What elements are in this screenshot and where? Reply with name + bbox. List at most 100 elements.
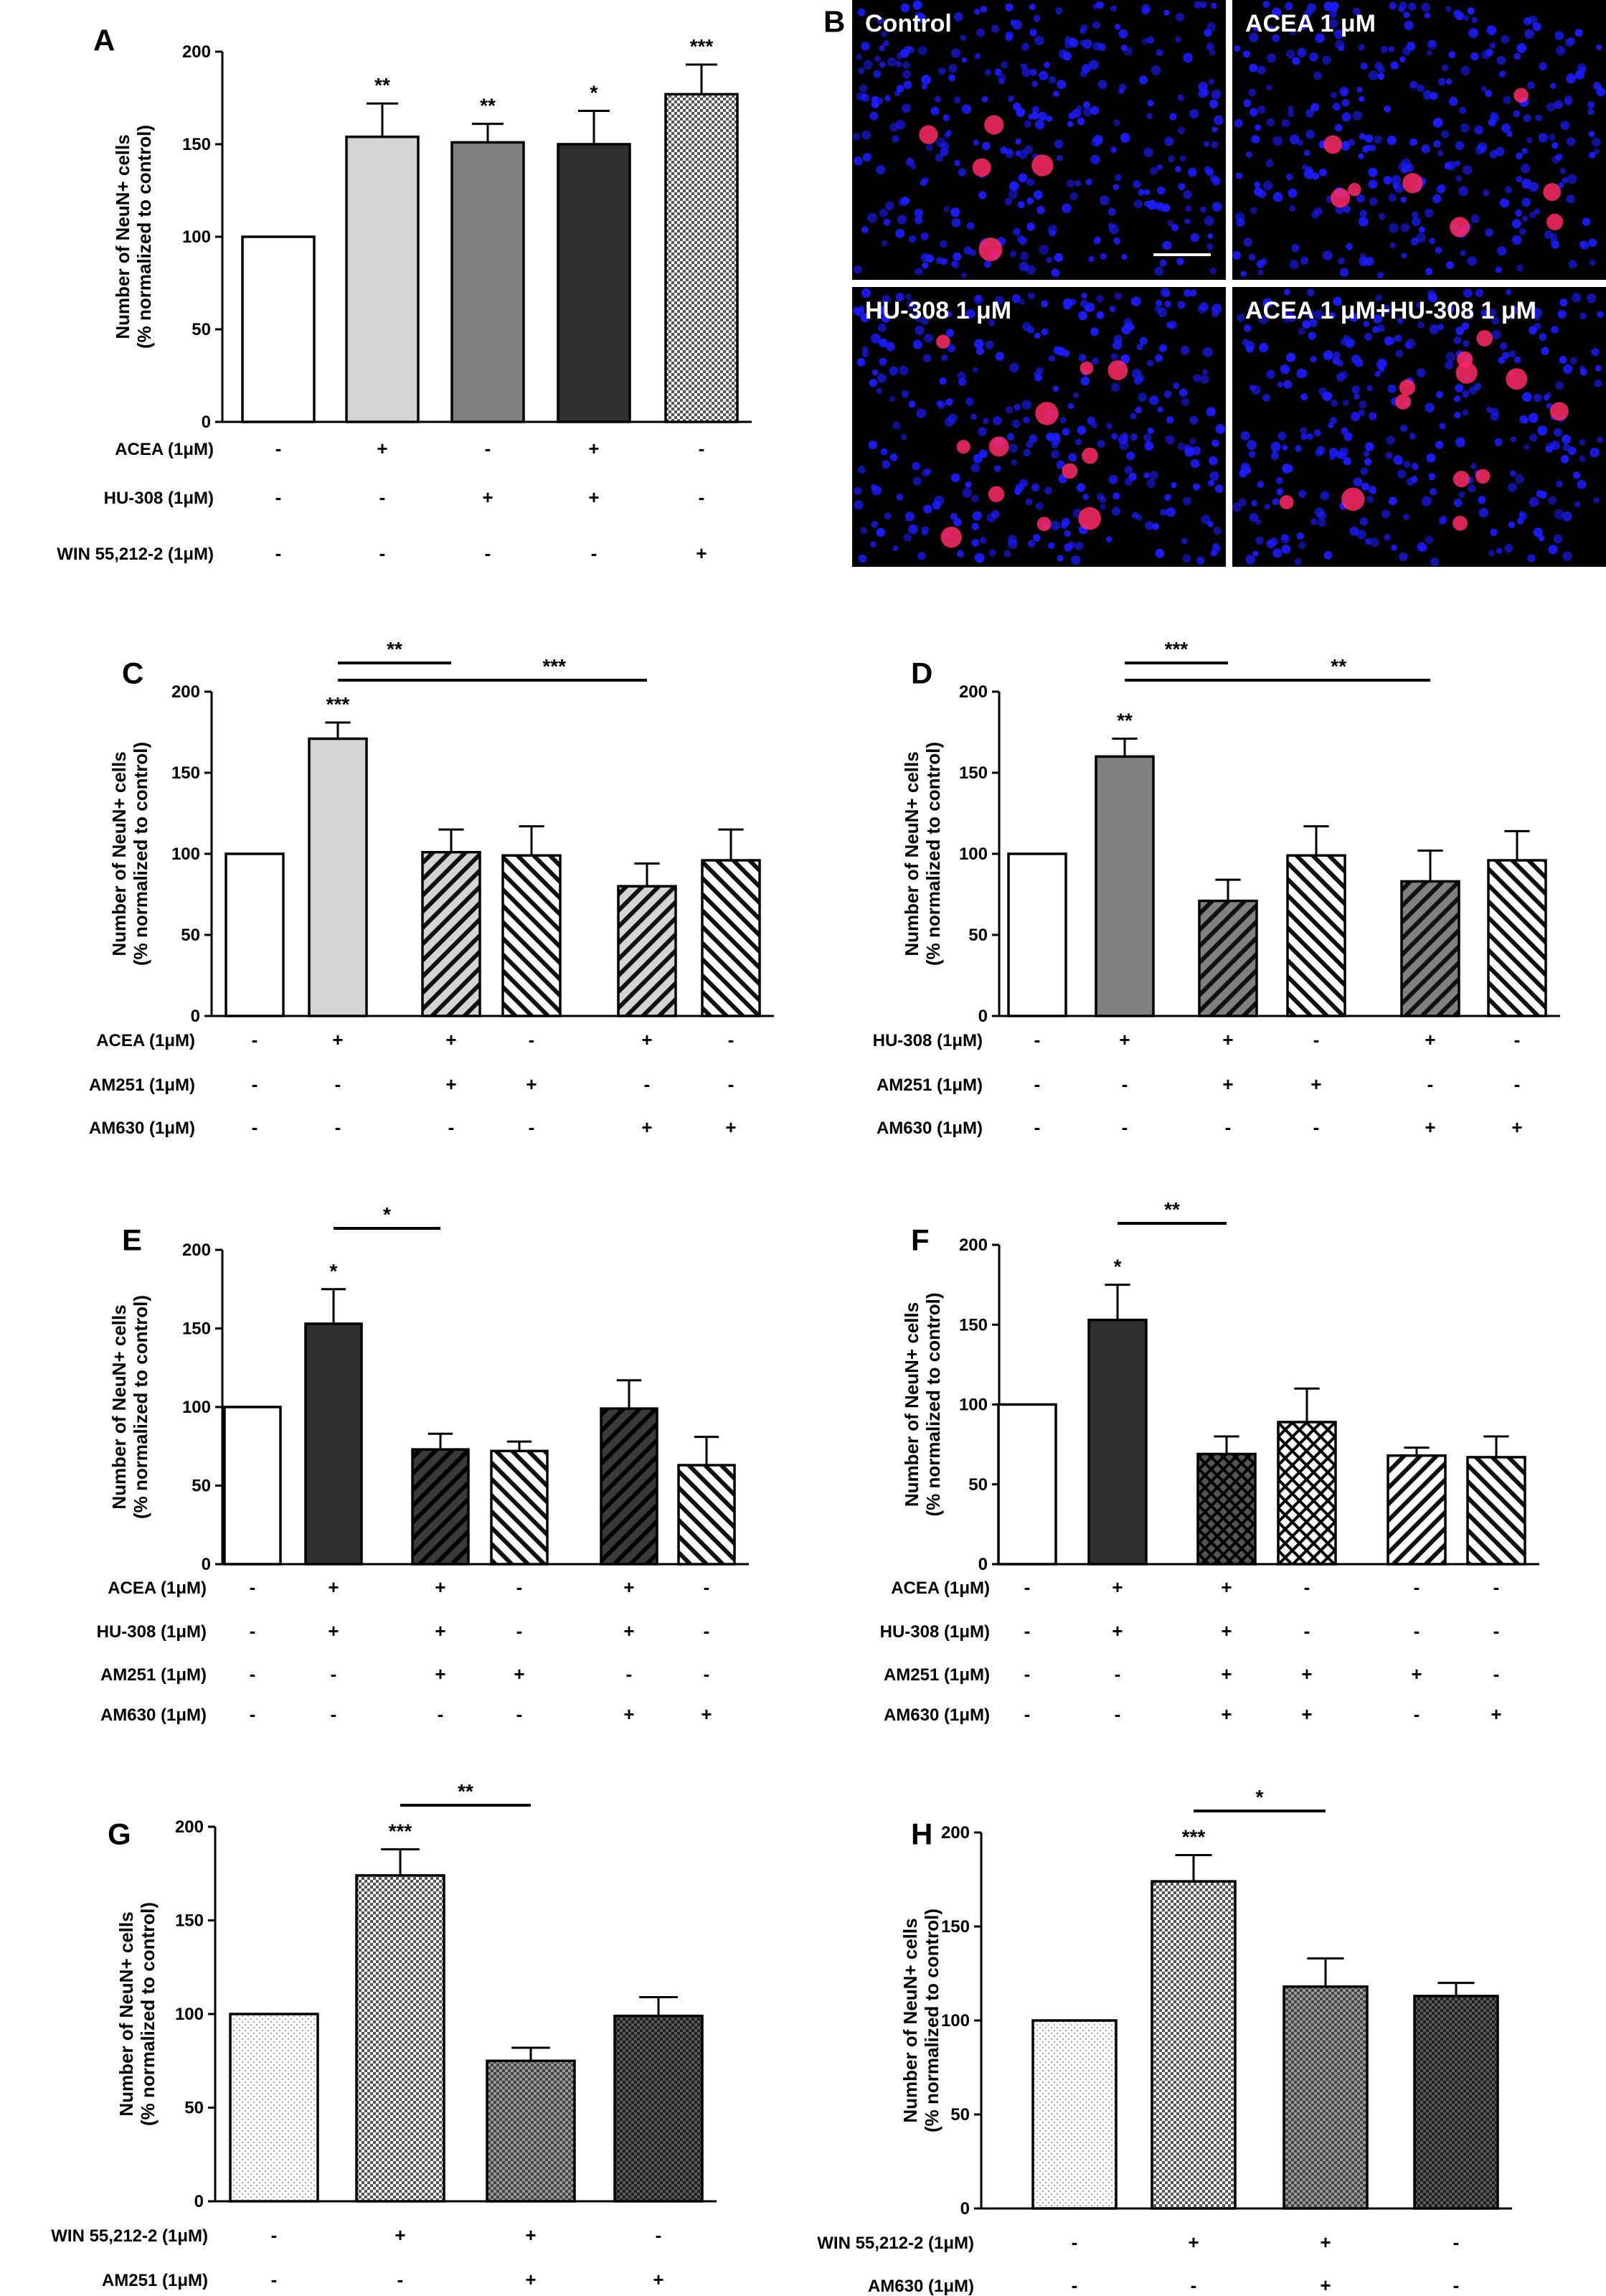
bar	[1286, 854, 1346, 1017]
nucleus-dot	[1533, 527, 1543, 537]
nucleus-dot	[1081, 293, 1087, 299]
neun-cell	[1513, 88, 1529, 103]
nucleus-dot	[1266, 84, 1272, 90]
nucleus-dot	[1057, 555, 1064, 562]
condition-sign: -	[699, 438, 705, 459]
nucleus-dot	[1348, 312, 1359, 322]
bar	[677, 1464, 736, 1566]
nucleus-dot	[1473, 382, 1482, 390]
condition-sign: -	[1024, 1663, 1031, 1685]
nucleus-dot	[1008, 189, 1018, 199]
nucleus-dot	[1417, 84, 1425, 93]
nucleus-dot	[1534, 314, 1540, 321]
nucleus-dot	[1470, 214, 1480, 224]
nucleus-dot	[1034, 35, 1044, 46]
condition-sign: +	[1320, 2231, 1331, 2253]
nucleus-dot	[1539, 62, 1547, 71]
neun-cell	[1550, 402, 1569, 421]
nucleus-dot	[1199, 302, 1209, 311]
nucleus-dot	[1009, 362, 1019, 373]
nucleus-dot	[1272, 548, 1283, 558]
condition-sign: -	[1115, 1663, 1121, 1685]
nucleus-dot	[1377, 358, 1388, 369]
condition-sign: +	[1222, 1073, 1233, 1095]
nucleus-dot	[863, 60, 873, 70]
nucleus-dot	[1460, 123, 1470, 133]
nucleus-dot	[1270, 452, 1279, 461]
bar	[355, 1874, 445, 2203]
significance-label: ***	[326, 693, 350, 715]
condition-row-label: HU-308 (1μM)	[104, 489, 214, 508]
nucleus-dot	[1053, 346, 1062, 354]
nucleus-dot	[858, 67, 865, 75]
nucleus-dot	[881, 30, 888, 37]
nucleus-dot	[1178, 182, 1186, 191]
nucleus-dot	[1005, 34, 1013, 42]
nucleus-dot	[1510, 436, 1517, 443]
y-tick-label: 0	[191, 1007, 200, 1026]
comparison-label: **	[1164, 1198, 1180, 1220]
nucleus-dot	[950, 512, 958, 520]
nucleus-dot	[1034, 120, 1045, 130]
nucleus-dot	[1067, 403, 1074, 410]
nucleus-dot	[1259, 342, 1269, 353]
nucleus-dot	[1562, 551, 1572, 561]
panel-label: B	[823, 4, 845, 38]
neun-cell	[984, 115, 1004, 135]
nucleus-dot	[867, 212, 877, 223]
nucleus-dot	[1029, 68, 1037, 76]
condition-sign: +	[332, 1029, 343, 1050]
nucleus-dot	[1391, 545, 1397, 551]
nucleus-dot	[984, 69, 992, 76]
nucleus-dot	[1339, 268, 1349, 277]
nucleus-dot	[935, 137, 946, 148]
nucleus-dot	[1302, 319, 1311, 329]
nucleus-dot	[1508, 482, 1517, 492]
nucleus-dot	[1064, 36, 1072, 44]
panel-label: H	[911, 1817, 932, 1850]
condition-sign: -	[1034, 1029, 1041, 1050]
nucleus-dot	[1272, 498, 1280, 505]
nucleus-dot	[1433, 140, 1441, 148]
nucleus-dot	[1508, 314, 1515, 320]
nucleus-dot	[1363, 450, 1370, 457]
nucleus-dot	[1564, 37, 1574, 47]
neun-cell	[1078, 507, 1102, 530]
nucleus-dot	[1475, 288, 1484, 298]
comparison-label: **	[1331, 655, 1346, 677]
nucleus-dot	[1310, 356, 1317, 363]
nucleus-dot	[1445, 360, 1454, 370]
nucleus-dot	[1308, 331, 1316, 340]
y-axis-label-line-1: Number of NeuN+ cells	[112, 134, 133, 339]
nucleus-dot	[1427, 39, 1437, 50]
nucleus-dot	[1196, 556, 1205, 565]
nucleus-dot	[1048, 355, 1056, 362]
nucleus-dot	[1166, 415, 1174, 424]
nucleus-dot	[1113, 334, 1123, 344]
nucleus-dot	[1463, 340, 1470, 347]
chart-panel-f: F 0 50 100 150 200 Number of NeuN+ cells (% nor…	[880, 1198, 1539, 1725]
nucleus-dot	[912, 339, 922, 349]
condition-sign: -	[1427, 1073, 1434, 1095]
condition-sign: +	[623, 1703, 634, 1725]
nucleus-dot	[915, 11, 922, 18]
nucleus-dot	[1331, 399, 1338, 407]
nucleus-dot	[1596, 87, 1606, 97]
nucleus-dot	[1017, 201, 1025, 209]
nucleus-dot	[1331, 92, 1337, 98]
nucleus-dot	[956, 550, 965, 558]
nucleus-dot	[1090, 154, 1100, 165]
nucleus-dot	[1020, 251, 1029, 260]
nucleus-dot	[1027, 326, 1035, 334]
nucleus-dot	[1062, 203, 1072, 213]
nucleus-dot	[1364, 537, 1372, 545]
neun-cell	[1457, 351, 1473, 368]
nucleus-dot	[978, 449, 988, 458]
nucleus-dot	[1106, 536, 1113, 542]
nucleus-dot	[1462, 390, 1470, 398]
nucleus-dot	[1351, 385, 1360, 394]
nucleus-dot	[1024, 145, 1033, 154]
nucleus-dot	[1590, 447, 1600, 458]
nucleus-dot	[1082, 107, 1093, 117]
nucleus-dot	[1488, 550, 1495, 557]
